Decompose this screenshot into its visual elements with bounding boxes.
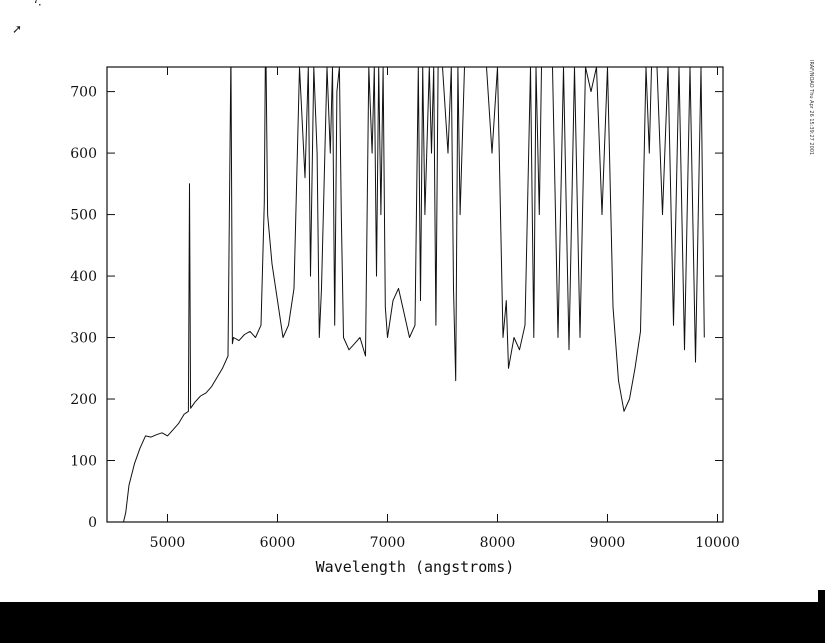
x-tick-label: 9000 [590, 535, 626, 551]
series-group [123, 66, 705, 523]
scan-mark-top: ‘· [34, 0, 42, 12]
x-tick-label: 8000 [480, 535, 516, 551]
y-tick-label: 400 [70, 269, 97, 285]
x-tick-label: 10000 [695, 535, 740, 551]
y-tick-label: 300 [70, 331, 97, 347]
y-axis-ticks: 0 100 200 300 400 500 600 700 [70, 85, 723, 531]
x-tick-label: 7000 [370, 535, 406, 551]
y-tick-label: 0 [88, 515, 97, 531]
y-tick-label: 200 [70, 392, 97, 408]
y-tick-label: 700 [70, 85, 97, 101]
plot-frame [106, 66, 724, 523]
x-axis-label: Wavelength (angstroms) [316, 558, 515, 576]
scan-edge [818, 590, 825, 610]
plot-timestamp-note: IRAF/NOAO Thu Apr 26 15:39:27 2001 [808, 60, 814, 156]
y-tick-label: 500 [70, 208, 97, 224]
x-axis-ticks: 5000 6000 7000 8000 9000 10000 [150, 67, 740, 551]
y-tick-label: 600 [70, 146, 97, 162]
y-tick-label: 100 [70, 454, 97, 470]
scan-bottom-border [0, 602, 825, 643]
x-tick-label: 5000 [150, 535, 186, 551]
scan-mark-arrow: ➚ [12, 22, 23, 36]
spectrum-series-line [123, 66, 705, 523]
x-tick-label: 6000 [260, 535, 296, 551]
